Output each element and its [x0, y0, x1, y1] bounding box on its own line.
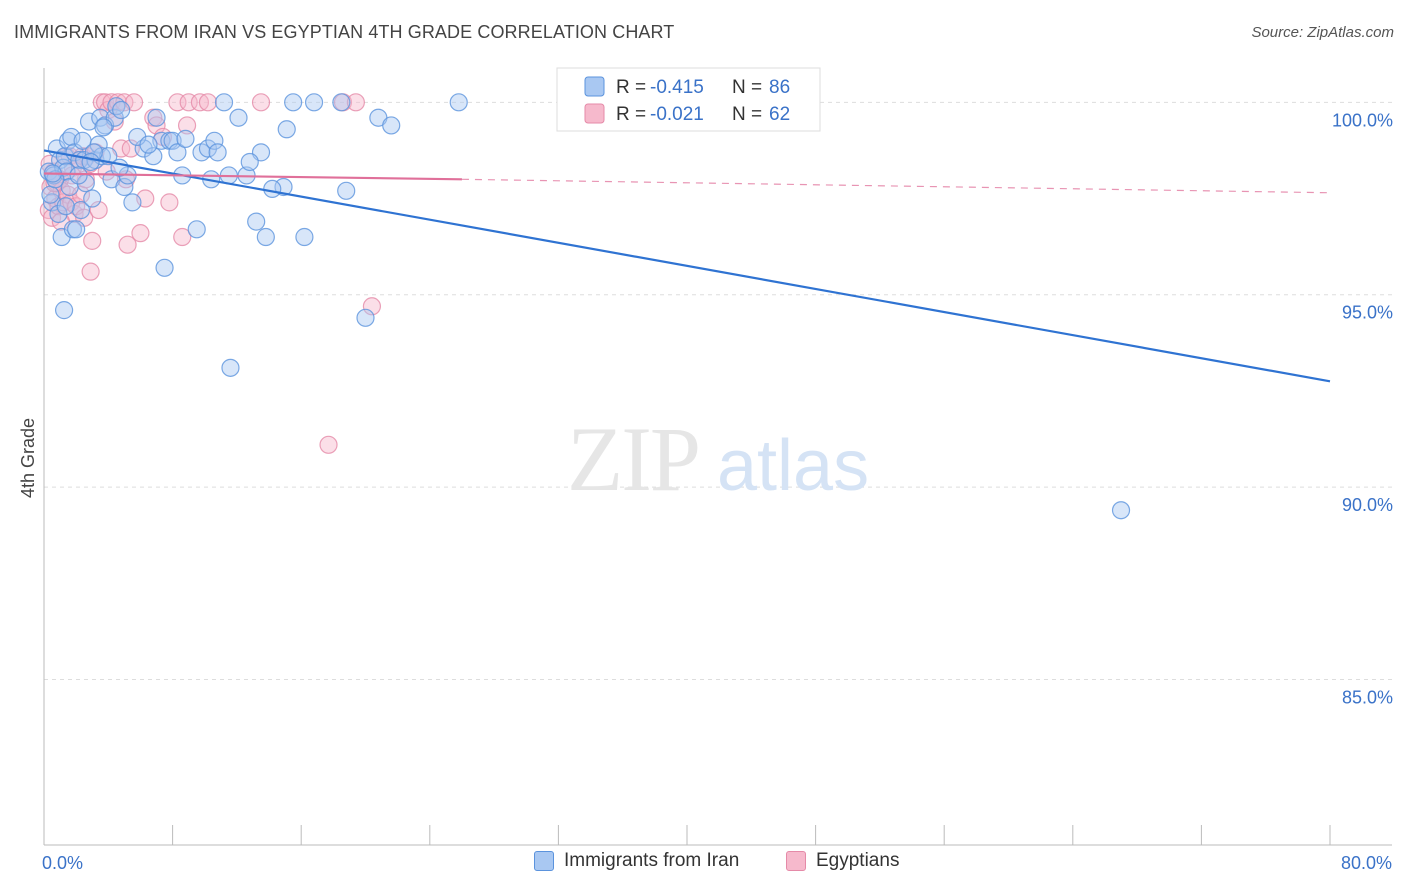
- egyptian-point: [131, 224, 150, 243]
- iran-point: [256, 227, 275, 247]
- legend-label-iran: Immigrants from Iran: [564, 850, 740, 871]
- chart-title: IMMIGRANTS FROM IRAN VS EGYPTIAN 4TH GRA…: [14, 22, 675, 42]
- watermark-atlas: atlas: [717, 426, 869, 506]
- legend-r-label-egyptians: R =: [616, 104, 646, 125]
- axis-layer: 0.0% 80.0%: [42, 68, 1392, 873]
- legend-bottom: Immigrants from Iran Egyptians: [0, 850, 1406, 878]
- iran-point: [284, 93, 303, 112]
- egyptian-point: [251, 93, 271, 112]
- iran-point: [84, 143, 103, 162]
- y-tick-label: 100.0%: [1332, 110, 1393, 130]
- iran-point: [49, 204, 68, 224]
- iran-point: [208, 143, 227, 162]
- iran-point: [81, 152, 100, 172]
- iran-point: [295, 227, 314, 247]
- legend-n-label-egyptians: N =: [732, 104, 762, 125]
- iran-point: [1111, 501, 1131, 520]
- source-label: Source: ZipAtlas.com: [1251, 24, 1394, 41]
- watermark: ZIP atlas: [567, 408, 869, 510]
- iran-point: [112, 100, 131, 120]
- egyptian-point: [319, 435, 338, 454]
- iran-point: [187, 220, 206, 239]
- legend-r-value-egyptians: -0.021: [650, 104, 704, 125]
- iran-point: [155, 258, 174, 277]
- egyptian-point: [177, 116, 197, 135]
- iran-point: [147, 108, 166, 127]
- egyptian-point: [160, 193, 179, 212]
- legend-n-label-iran: N =: [732, 77, 762, 98]
- iran-point: [356, 308, 375, 327]
- iran-point: [69, 166, 88, 185]
- legend-label-egyptians: Egyptians: [816, 850, 900, 871]
- iran-point: [139, 135, 158, 154]
- egyptian-point: [362, 297, 382, 316]
- iran-point: [41, 185, 60, 204]
- iran-point: [214, 93, 234, 112]
- legend-item-egyptians[interactable]: Egyptians: [786, 850, 899, 872]
- egyptian-point: [83, 231, 102, 250]
- iran-point: [205, 131, 224, 150]
- iran-point: [337, 181, 356, 200]
- iran-point: [382, 116, 401, 135]
- iran-point: [71, 200, 91, 220]
- iran-point: [449, 93, 468, 112]
- iran-point: [247, 212, 266, 231]
- egyptian-point: [198, 93, 218, 112]
- y-tick-label: 95.0%: [1342, 303, 1393, 323]
- iran-point: [144, 147, 163, 166]
- iran-point: [221, 358, 240, 377]
- egyptians-trend-extension: [461, 178, 1331, 194]
- legend-swatch-iran: [584, 76, 605, 97]
- iran-point: [277, 120, 296, 139]
- legend-swatch-egyptians-bottom: [786, 851, 806, 871]
- x-tick-label: 80.0%: [1341, 853, 1392, 873]
- legend-r-label-iran: R =: [616, 77, 646, 98]
- grid-layer: 100.0% 95.0% 90.0% 85.0%: [44, 101, 1393, 708]
- iran-point: [83, 189, 102, 208]
- legend-n-value-egyptians: 62: [769, 104, 790, 125]
- watermark-zip: ZIP: [567, 408, 699, 510]
- egyptian-point: [81, 262, 100, 281]
- iran-point: [304, 93, 324, 112]
- iran-point: [240, 152, 259, 172]
- iran-point: [56, 197, 75, 216]
- egyptians-trend-line: [43, 172, 462, 181]
- iran-point: [263, 179, 282, 199]
- iran-point: [168, 143, 187, 162]
- y-tick-label: 85.0%: [1342, 688, 1393, 708]
- egyptian-point: [121, 139, 140, 158]
- legend-item-iran[interactable]: Immigrants from Iran: [534, 850, 739, 872]
- egyptian-point: [173, 227, 192, 247]
- legend-swatch-iran-bottom: [534, 851, 554, 871]
- trend-layer: [43, 149, 1331, 383]
- legend-n-value-iran: 86: [769, 77, 790, 98]
- iran-point: [123, 193, 142, 212]
- legend-swatch-egyptians: [584, 103, 605, 124]
- iran-point: [67, 220, 86, 239]
- y-axis-label: 4th Grade: [18, 418, 38, 498]
- iran-point: [42, 193, 62, 212]
- iran-point: [229, 108, 248, 127]
- iran-point: [176, 129, 195, 148]
- legend-top: R = -0.415 N = 86 R = -0.021 N = 62: [556, 67, 821, 132]
- iran-trend-line: [43, 149, 1331, 383]
- iran-point: [62, 127, 81, 147]
- egyptian-point: [105, 112, 124, 131]
- iran-point: [274, 177, 293, 197]
- egyptian-point: [346, 93, 365, 112]
- iran-point: [94, 118, 113, 137]
- egyptian-point: [118, 235, 137, 254]
- y-tick-label: 90.0%: [1342, 495, 1393, 515]
- iran-point: [332, 93, 351, 112]
- iran-point: [115, 177, 134, 197]
- egyptian-point: [89, 200, 108, 220]
- x-tick-label: 0.0%: [42, 853, 83, 873]
- legend-r-value-iran: -0.415: [650, 77, 704, 98]
- iran-point: [54, 301, 74, 320]
